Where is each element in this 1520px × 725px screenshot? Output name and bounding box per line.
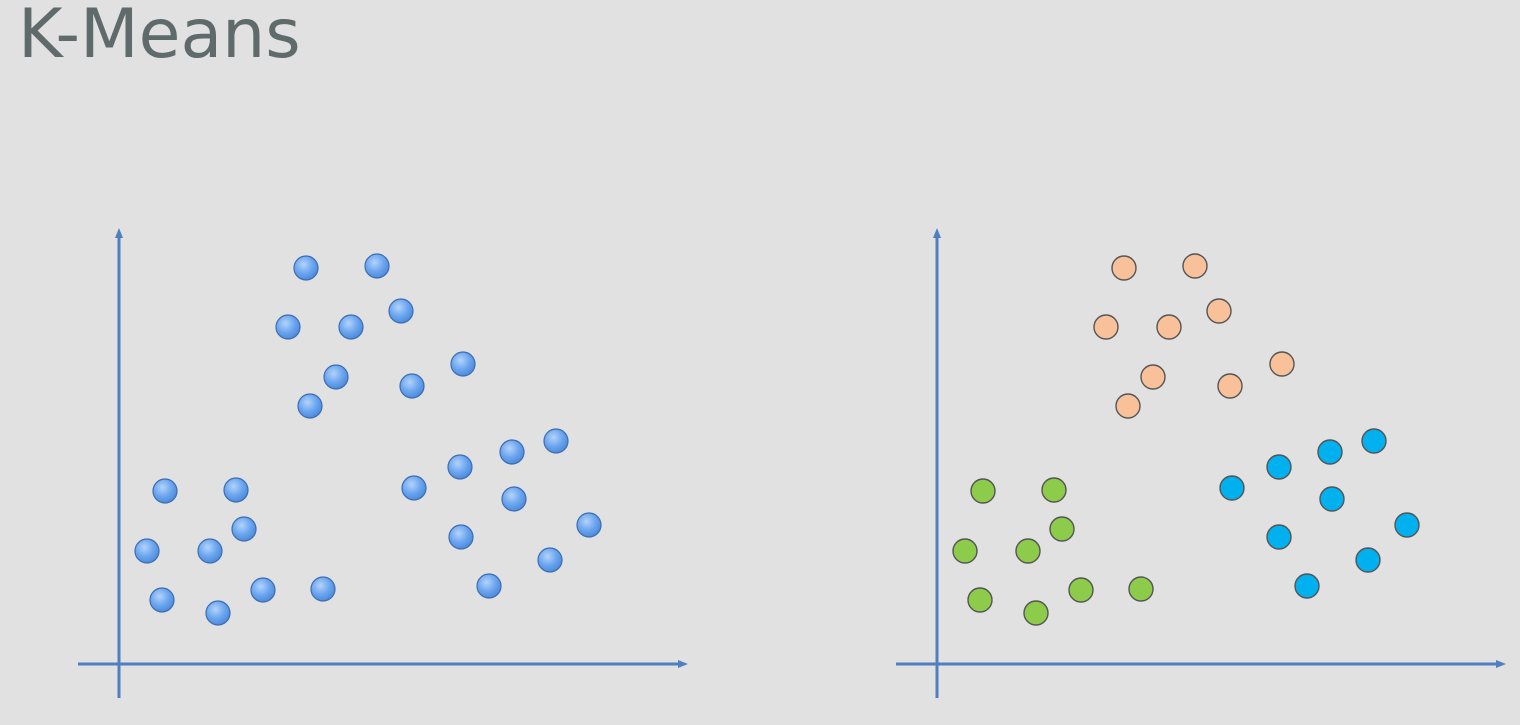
point-unclustered-3 xyxy=(338,314,364,340)
point-unclustered-11 xyxy=(231,516,257,542)
point-unclustered-0 xyxy=(293,255,319,281)
point-green-0 xyxy=(970,478,996,504)
point-orange-0 xyxy=(1111,255,1137,281)
point-blue-1 xyxy=(1317,439,1343,465)
point-green-2 xyxy=(1049,516,1075,542)
point-unclustered-26 xyxy=(476,573,502,599)
point-orange-7 xyxy=(1269,351,1295,377)
left-scatter-points xyxy=(134,253,602,626)
point-unclustered-2 xyxy=(275,314,301,340)
point-blue-0 xyxy=(1361,428,1387,454)
point-unclustered-10 xyxy=(223,477,249,503)
point-orange-3 xyxy=(1156,314,1182,340)
point-unclustered-17 xyxy=(310,576,336,602)
point-unclustered-20 xyxy=(447,454,473,480)
right-scatter-points xyxy=(952,253,1420,626)
point-unclustered-18 xyxy=(543,428,569,454)
point-green-6 xyxy=(1023,600,1049,626)
left-axes xyxy=(78,228,688,698)
point-green-5 xyxy=(967,587,993,613)
point-blue-5 xyxy=(1394,512,1420,538)
point-unclustered-22 xyxy=(501,486,527,512)
point-blue-8 xyxy=(1294,573,1320,599)
right-axes xyxy=(896,228,1506,698)
point-unclustered-19 xyxy=(499,439,525,465)
point-unclustered-13 xyxy=(197,538,223,564)
point-green-1 xyxy=(1041,477,1067,503)
point-unclustered-7 xyxy=(450,351,476,377)
point-unclustered-12 xyxy=(134,538,160,564)
point-green-8 xyxy=(1128,576,1154,602)
point-green-3 xyxy=(952,538,978,564)
point-blue-2 xyxy=(1266,454,1292,480)
point-orange-5 xyxy=(1140,364,1166,390)
point-blue-4 xyxy=(1319,486,1345,512)
point-unclustered-23 xyxy=(576,512,602,538)
point-unclustered-9 xyxy=(152,478,178,504)
point-orange-4 xyxy=(1206,298,1232,324)
point-unclustered-4 xyxy=(388,298,414,324)
point-orange-6 xyxy=(1217,373,1243,399)
point-unclustered-15 xyxy=(205,600,231,626)
point-unclustered-6 xyxy=(399,373,425,399)
point-blue-3 xyxy=(1219,475,1245,501)
point-unclustered-16 xyxy=(250,577,276,603)
point-green-4 xyxy=(1015,538,1041,564)
point-unclustered-8 xyxy=(297,393,323,419)
point-unclustered-14 xyxy=(149,587,175,613)
point-unclustered-24 xyxy=(448,524,474,550)
slide-title: K-Means xyxy=(18,0,301,74)
point-green-7 xyxy=(1068,577,1094,603)
point-blue-6 xyxy=(1266,524,1292,550)
point-unclustered-21 xyxy=(401,475,427,501)
point-orange-8 xyxy=(1115,393,1141,419)
point-blue-7 xyxy=(1355,547,1381,573)
point-orange-2 xyxy=(1093,314,1119,340)
point-orange-1 xyxy=(1182,253,1208,279)
point-unclustered-5 xyxy=(323,364,349,390)
point-unclustered-25 xyxy=(537,547,563,573)
point-unclustered-1 xyxy=(364,253,390,279)
